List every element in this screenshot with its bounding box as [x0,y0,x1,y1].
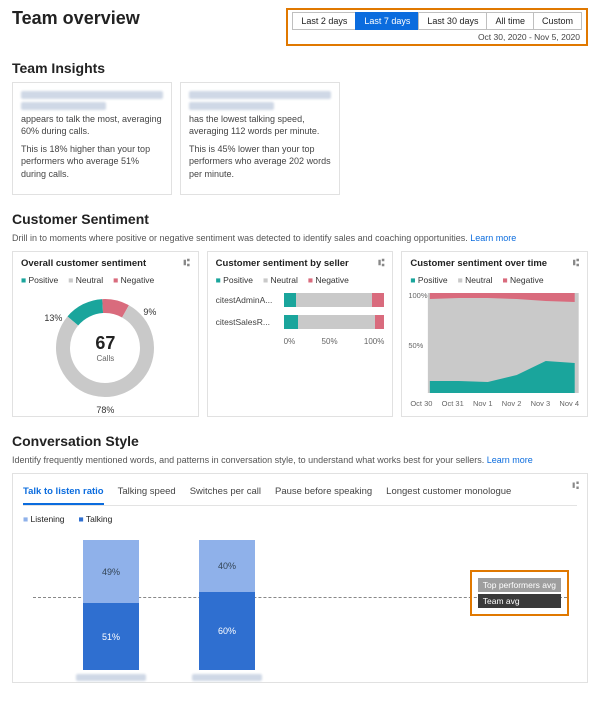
legend-positive: Positive [21,275,58,285]
legend-positive: Positive [216,275,253,285]
card-menu-icon[interactable]: ⑆ [184,258,190,269]
legend-negative: Negative [308,275,349,285]
conversation-style-title: Conversation Style [12,433,588,449]
date-range-group: Last 2 daysLast 7 daysLast 30 daysAll ti… [292,12,582,30]
sentiment-over-time-card: Customer sentiment over time ⑆ Positive … [401,251,588,417]
team-insights-title: Team Insights [12,60,588,76]
customer-sentiment-title: Customer Sentiment [12,211,588,227]
avg-legend-highlight: Top performers avg Team avg [470,570,569,616]
date-range-highlight: Last 2 daysLast 7 daysLast 30 daysAll ti… [286,8,588,46]
legend-neutral: Neutral [68,275,103,285]
sentiment-by-seller-card: Customer sentiment by seller ⑆ Positive … [207,251,394,417]
donut-label-neutral: 78% [96,405,114,415]
page-title: Team overview [12,8,140,29]
x-axis-label: Oct 30 [410,399,432,408]
donut-center-label: Calls [96,354,114,363]
range-button-last-7-days[interactable]: Last 7 days [355,12,419,30]
range-button-all-time[interactable]: All time [486,12,534,30]
seller-sentiment-row: citestAdminA... [216,293,385,307]
card-menu-icon[interactable]: ⑆ [572,480,579,492]
sentiment-learn-more-link[interactable]: Learn more [470,233,516,243]
x-axis-label: Nov 1 [473,399,493,408]
overall-sentiment-card: Overall customer sentiment ⑆ Positive Ne… [12,251,199,417]
axis-tick: 50% [322,337,338,346]
tab-pause-before-speaking[interactable]: Pause before speaking [275,482,372,505]
legend-talking: Talking [79,514,113,524]
y-axis-label: 100% [408,291,427,300]
team-avg-badge: Team avg [478,594,561,608]
x-axis-label: Nov 3 [531,399,551,408]
insight-card: appears to talk the most, averaging 60% … [12,82,172,195]
range-button-last-2-days[interactable]: Last 2 days [292,12,356,30]
tab-talking-speed[interactable]: Talking speed [118,482,176,505]
legend-neutral: Neutral [263,275,298,285]
x-axis-label: Nov 4 [559,399,579,408]
x-axis-label: Oct 31 [442,399,464,408]
x-axis-label: Nov 2 [502,399,522,408]
donut-label-positive: 13% [44,313,62,323]
talk-listen-stack: 60%40% [199,540,255,670]
legend-negative: Negative [503,275,544,285]
insight-card: has the lowest talking speed, averaging … [180,82,340,195]
tab-talk-to-listen-ratio[interactable]: Talk to listen ratio [23,482,104,505]
range-button-custom[interactable]: Custom [533,12,582,30]
legend-negative: Negative [113,275,154,285]
talk-listen-stack: 51%49% [83,540,139,670]
customer-sentiment-subtitle: Drill in to moments where positive or ne… [12,233,588,243]
card-menu-icon[interactable]: ⑆ [573,258,579,269]
date-range-label: Oct 30, 2020 - Nov 5, 2020 [478,32,580,42]
legend-positive: Positive [410,275,447,285]
overall-donut-chart: 67 Calls 13% 9% 78% [50,293,160,403]
tab-longest-customer-monologue[interactable]: Longest customer monologue [386,482,511,505]
overall-sentiment-title: Overall customer sentiment [21,258,146,269]
axis-tick: 100% [364,337,384,346]
donut-label-negative: 9% [143,307,156,317]
legend-listening: Listening [23,514,65,524]
conversation-learn-more-link[interactable]: Learn more [487,455,533,465]
seller-sentiment-row: citestSalesR... [216,315,385,329]
conversation-subtitle: Identify frequently mentioned words, and… [12,455,588,465]
legend-neutral: Neutral [458,275,493,285]
conversation-style-card: ⑆ Talk to listen ratio Talking speed Switc… [12,473,588,683]
by-seller-title: Customer sentiment by seller [216,258,349,269]
card-menu-icon[interactable]: ⑆ [378,258,384,269]
sentiment-area-chart [410,293,579,393]
tab-switches-per-call[interactable]: Switches per call [190,482,261,505]
donut-center-value: 67 [95,333,115,354]
y-axis-label: 50% [408,341,423,350]
over-time-title: Customer sentiment over time [410,258,547,269]
range-button-last-30-days[interactable]: Last 30 days [418,12,487,30]
axis-tick: 0% [284,337,296,346]
top-performers-avg-badge: Top performers avg [478,578,561,592]
